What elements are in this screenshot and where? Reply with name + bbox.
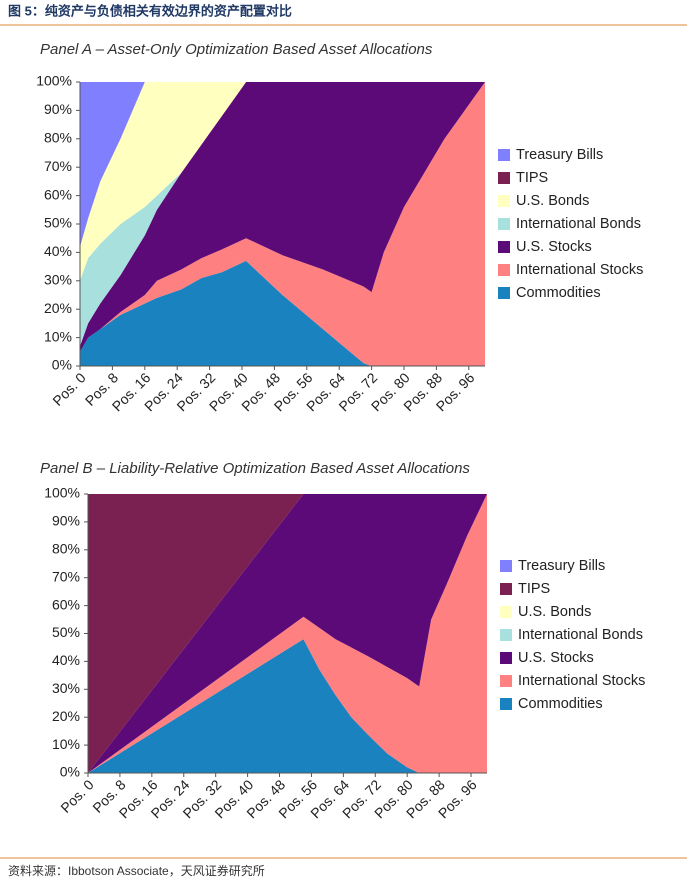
y-tick-label: 50% [44,215,72,231]
legend-label: TIPS [516,170,548,186]
area [88,494,487,773]
source: 资料来源：Ibbotson Associate，天风证券研究所 [8,863,265,878]
legend-label: Commodities [516,285,601,301]
area [80,82,485,366]
y-tick-label: 20% [52,708,80,724]
legend-swatch [498,172,510,184]
panel-title: Panel A – Asset-Only Optimization Based … [40,41,433,58]
legend-label: TIPS [518,581,550,597]
y-tick-label: 10% [52,736,80,752]
legend-label: Treasury Bills [518,558,605,574]
y-tick-label: 30% [52,680,80,696]
y-tick-label: 80% [44,130,72,146]
legend-label: U.S. Bonds [516,193,589,209]
y-tick-label: 0% [52,357,72,373]
y-tick-label: 20% [44,300,72,316]
legend-swatch [498,241,510,253]
area [80,82,485,281]
legend-swatch [498,287,510,299]
area [88,494,487,773]
legend-label: U.S. Stocks [516,239,592,255]
y-tick-label: 30% [44,272,72,288]
area [80,260,485,366]
x-tick-label: Pos. 0 [57,776,97,816]
panel-title: Panel B – Liability-Relative Optimizatio… [40,460,470,477]
y-tick-label: 50% [52,624,80,640]
legend-swatch [498,218,510,230]
legend-swatch [500,652,512,664]
legend-label: U.S. Stocks [518,650,594,666]
legend-swatch [500,583,512,595]
area [80,82,485,352]
y-tick-label: 90% [44,101,72,117]
legend-label: U.S. Bonds [518,604,591,620]
legend-label: International Stocks [516,262,643,278]
legend-swatch [498,149,510,161]
y-tick-label: 40% [44,243,72,259]
area [88,639,487,773]
x-tick-label: Pos. 0 [49,369,89,409]
legend-swatch [500,606,512,618]
area [80,82,485,247]
area [88,494,487,773]
legend-swatch [498,195,510,207]
y-tick-label: 80% [52,541,80,557]
legend-label: Commodities [518,696,603,712]
legend-label: International Bonds [516,216,641,232]
y-tick-label: 70% [52,568,80,584]
y-tick-label: 60% [52,596,80,612]
legend-swatch [500,698,512,710]
y-tick-label: 100% [44,485,80,501]
legend-swatch [500,675,512,687]
legend-label: International Bonds [518,627,643,643]
legend-swatch [498,264,510,276]
figure-title: 图 5：纯资产与负债相关有效边界的资产配置对比 [8,3,292,18]
legend-swatch [500,560,512,572]
y-tick-label: 0% [60,764,80,780]
y-tick-label: 60% [44,186,72,202]
legend-label: International Stocks [518,673,645,689]
legend-label: Treasury Bills [516,147,603,163]
y-tick-label: 40% [52,652,80,668]
y-tick-label: 70% [44,158,72,174]
legend-swatch [500,629,512,641]
y-tick-label: 100% [36,73,72,89]
y-tick-label: 10% [44,328,72,344]
y-tick-label: 90% [52,513,80,529]
